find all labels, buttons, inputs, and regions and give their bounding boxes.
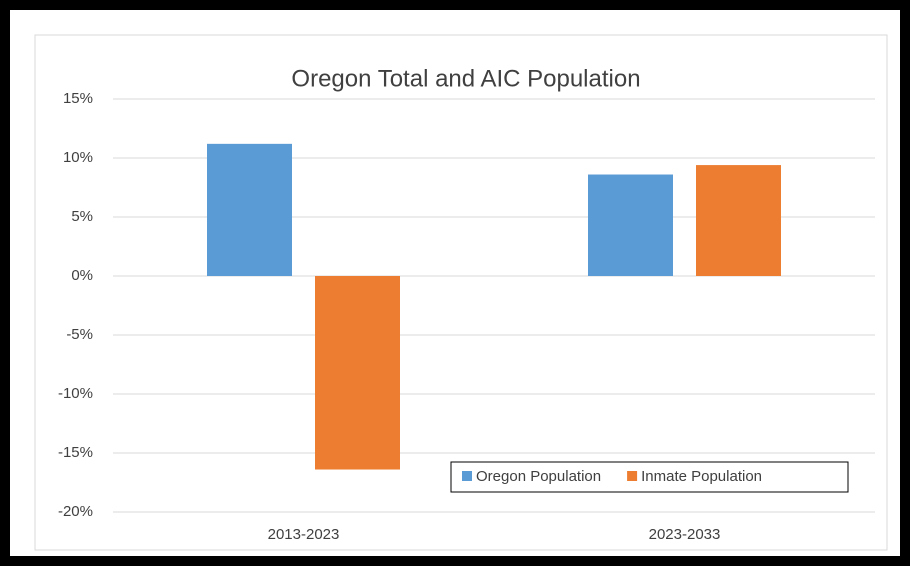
- x-tick-label: 2023-2033: [649, 526, 721, 543]
- bars: [207, 143, 781, 470]
- chart-title: Oregon Total and AIC Population: [291, 65, 640, 92]
- bar: [696, 165, 781, 276]
- y-tick-label: -15%: [58, 444, 93, 461]
- y-tick-label: -10%: [58, 385, 93, 402]
- bar: [315, 276, 400, 470]
- y-tick-label: 10%: [63, 149, 93, 166]
- legend-label: Oregon Population: [476, 468, 601, 485]
- x-tick-label: 2013-2023: [268, 526, 340, 543]
- bar: [207, 143, 292, 276]
- y-tick-label: 15%: [63, 90, 93, 107]
- legend-swatch: [462, 471, 472, 481]
- legend-label: Inmate Population: [641, 468, 762, 485]
- y-tick-label: -5%: [66, 326, 93, 343]
- y-tick-label: 0%: [71, 267, 93, 284]
- legend-swatch: [627, 471, 638, 481]
- legend: Oregon Population Inmate Population: [450, 461, 849, 493]
- legend-box: [450, 461, 849, 493]
- bar: [588, 174, 673, 276]
- y-tick-label: -20%: [58, 503, 93, 520]
- y-tick-label: 5%: [71, 208, 93, 225]
